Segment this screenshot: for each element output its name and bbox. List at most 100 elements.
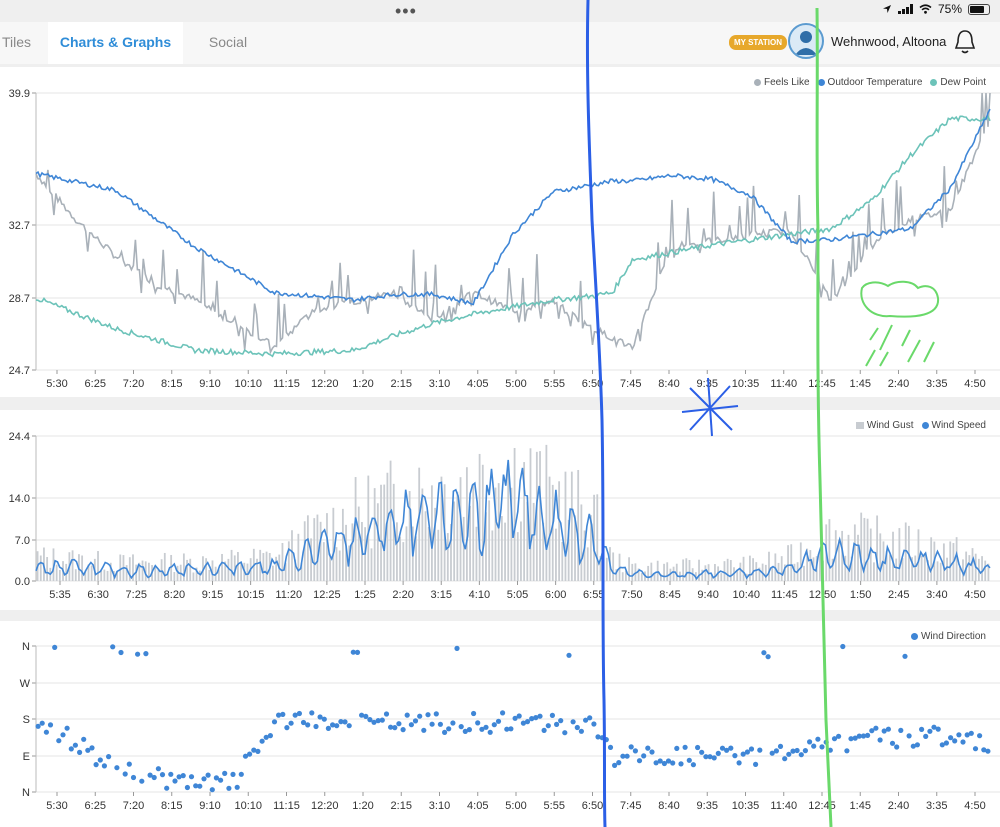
wind-gust-bar <box>806 548 809 581</box>
wind-gust-bar <box>892 531 894 581</box>
wind-gust-bar <box>535 451 538 581</box>
wind-direction-point <box>383 711 390 717</box>
wind-gust-bar <box>275 556 277 581</box>
wind-direction-point <box>350 649 356 655</box>
wind-gust-bar <box>310 538 312 581</box>
wind-direction-point <box>313 723 319 730</box>
user-avatar-icon[interactable] <box>788 23 824 59</box>
wind-gust-bar <box>329 553 332 581</box>
legend-wind-gust[interactable]: Wind Gust <box>855 420 914 431</box>
x-tick-label: 12:50 <box>809 589 837 601</box>
x-tick-label: 8:40 <box>658 800 679 812</box>
wind-gust-bar <box>574 515 576 581</box>
legend-dew-point[interactable]: Dew Point <box>930 77 986 88</box>
bell-icon[interactable] <box>953 28 977 56</box>
x-tick-label: 2:15 <box>391 378 412 390</box>
wind-direction-point <box>807 739 813 745</box>
wind-gust-bar <box>221 553 223 581</box>
wind-gust-bar <box>803 565 805 581</box>
wind-gust-bar <box>147 562 150 581</box>
wind-direction-point <box>226 785 232 791</box>
temperature-chart[interactable]: 39.9 32.7 28.7 24.7 5:30 6:25 7:20 8:15 9:10 10:1… <box>0 67 1000 397</box>
x-tick-label: 7:45 <box>620 800 641 812</box>
wind-gust-bar <box>418 467 421 581</box>
multitask-handle-icon[interactable]: ••• <box>395 1 417 21</box>
wind-direction-point <box>483 724 489 730</box>
wind-gust-bar <box>427 527 430 581</box>
wind-direction-point <box>786 751 792 757</box>
wind-gust-bar <box>326 513 328 581</box>
wind-gust-bar <box>345 524 347 581</box>
wind-direction-point <box>81 736 87 742</box>
wind-gust-bar <box>497 483 500 581</box>
x-tick-label: 5:05 <box>507 589 528 601</box>
wind-gust-bar <box>901 558 904 581</box>
x-tick-label: 4:50 <box>964 800 985 812</box>
wind-direction-point <box>234 784 240 790</box>
wind-direction-point <box>620 753 626 759</box>
wind-direction-point <box>321 716 327 722</box>
wind-direction-point <box>657 758 663 764</box>
wind-gust-bar <box>526 501 529 581</box>
legend-feels-like[interactable]: Feels Like <box>753 77 810 88</box>
tab-charts-graphs[interactable]: Charts & Graphs <box>48 22 183 64</box>
x-tick-label: 1:50 <box>850 589 871 601</box>
wind-gust-bar <box>233 555 236 581</box>
wind-direction-point <box>450 720 456 726</box>
wind-direction-chart[interactable]: N W S E N 5:30 6:25 7:20 8:15 9:10 10:10 11:15 12:20… <box>0 621 1000 827</box>
wind-gust-bar <box>109 562 112 581</box>
wind-direction-point <box>429 721 435 727</box>
wind-gust-bar <box>624 570 627 581</box>
wind-direction-point <box>85 747 91 753</box>
x-tick-label: 6:25 <box>85 378 106 390</box>
wind-gust-bar <box>787 545 789 581</box>
wind-gust-bar <box>682 559 685 581</box>
battery-icon <box>968 3 990 15</box>
wind-direction-point <box>43 729 50 735</box>
x-tick-label: 12:25 <box>313 589 341 601</box>
wind-direction-point <box>765 654 771 660</box>
wind-gust-bar <box>504 522 506 581</box>
x-tick-label: 8:15 <box>161 800 182 812</box>
tab-tiles[interactable]: Tiles <box>0 22 42 64</box>
wind-gust-bar <box>237 552 239 581</box>
legend-wind-speed[interactable]: Wind Speed <box>921 420 986 431</box>
wind-legend: Wind Gust Wind Speed <box>855 420 986 431</box>
wind-direction-point <box>616 760 622 766</box>
wind-gust-bar <box>81 555 84 581</box>
wind-gust-bar <box>500 516 503 581</box>
wind-gust-bar <box>478 453 481 581</box>
legend-wind-direction[interactable]: Wind Direction <box>910 631 986 642</box>
wind-gust-bar <box>863 517 866 581</box>
wind-gust-bar <box>532 502 535 581</box>
wind-direction-point <box>39 720 45 726</box>
wind-gust-bar <box>332 507 335 581</box>
wind-direction-point <box>923 733 929 739</box>
wind-direction-point <box>408 722 414 728</box>
y-tick-label: 7.0 <box>15 535 30 547</box>
wind-chart[interactable]: 24.4 14.0 7.0 0.0 5:35 6:30 7:25 8:20 9:15 10:15 1… <box>0 410 1000 610</box>
x-tick-label: 11:45 <box>771 589 798 601</box>
tab-social[interactable]: Social <box>198 22 258 64</box>
y-tick-label: 14.0 <box>9 493 30 505</box>
station-name[interactable]: Wehnwood, Altoona <box>831 34 947 49</box>
wind-direction-point <box>242 753 249 759</box>
wind-gust-bar <box>421 488 424 581</box>
wind-direction-point <box>848 736 854 742</box>
wind-direction-point <box>831 736 838 742</box>
y-tick-label: 39.9 <box>9 88 30 100</box>
x-tick-label: 8:45 <box>659 589 680 601</box>
x-tick-label: 2:40 <box>888 378 909 390</box>
wind-gust-bar <box>138 562 141 581</box>
wind-gust-bar <box>100 570 103 581</box>
x-tick-label: 3:15 <box>431 589 452 601</box>
wind-gust-bar <box>688 560 691 581</box>
x-tick-label: 10:35 <box>732 378 760 390</box>
wind-direction-point <box>960 739 966 745</box>
x-tick-label: 6:50 <box>582 378 603 390</box>
wind-gust-bar <box>186 559 188 581</box>
wind-direction-point <box>280 711 286 717</box>
wind-gust-bar <box>303 521 306 581</box>
wind-gust-bar <box>354 477 357 581</box>
wind-direction-point <box>836 733 842 739</box>
